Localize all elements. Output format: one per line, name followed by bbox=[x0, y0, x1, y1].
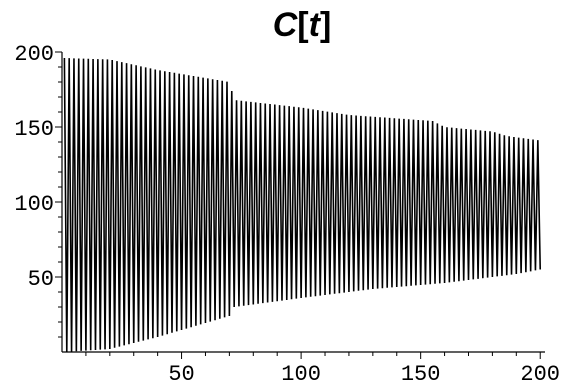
chart-title: C[t] bbox=[273, 6, 332, 44]
axes: 50 100 150 200 50 100 150 200 bbox=[14, 42, 560, 387]
y-tick-label: 100 bbox=[14, 192, 54, 217]
y-tick-label: 150 bbox=[14, 117, 54, 142]
x-tick-label: 200 bbox=[520, 362, 560, 387]
y-tick-label: 200 bbox=[14, 42, 54, 67]
chart-title-close-bracket: ] bbox=[320, 6, 331, 44]
chart-title-open-bracket: [ bbox=[297, 6, 308, 44]
series-line-0 bbox=[63, 57, 542, 352]
plot-area bbox=[63, 57, 542, 352]
chart-title-function: C bbox=[273, 6, 298, 44]
y-tick-label: 50 bbox=[28, 267, 54, 292]
x-tick-label: 50 bbox=[168, 362, 194, 387]
x-tick-label: 150 bbox=[401, 362, 441, 387]
x-tick-label: 100 bbox=[281, 362, 321, 387]
chart-title-variable: t bbox=[309, 6, 322, 44]
